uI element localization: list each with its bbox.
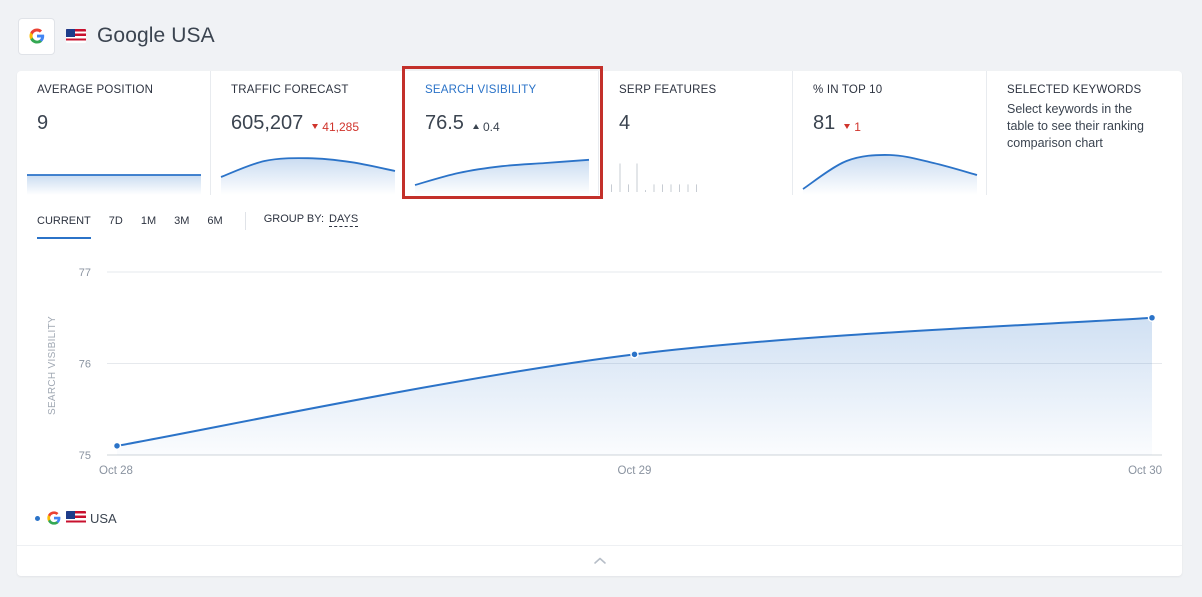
metric-label: TRAFFIC FORECAST [231,84,349,96]
sparkline [414,158,590,195]
us-flag-icon [66,511,86,525]
sparkline-area [221,158,395,195]
y-axis-label: SEARCH VISIBILITY [47,316,58,415]
sparkline [27,174,201,195]
delta-value: 0.4 [482,119,500,134]
metric-label: SELECTED KEYWORDS [1007,84,1142,96]
sparkline-bars [611,163,697,192]
sparkline [802,154,978,195]
metric-label: SERP FEATURES [619,84,717,96]
delta-badge: 1 [844,120,861,134]
metric-value: 76.5 [425,112,464,134]
metric-average-position[interactable]: AVERAGE POSITION 9 [17,71,211,195]
delta-value: 1 [854,119,861,134]
sparkline-bar [653,184,655,192]
selection-highlight [402,66,603,199]
sparkline-line [802,154,978,190]
metric-description: Select keywords in the table to see thei… [1007,102,1144,150]
divider [17,545,1182,546]
sparkline-bar [645,190,646,192]
range-6m[interactable]: 6M [207,215,223,227]
range-7d[interactable]: 7D [108,215,123,227]
dashboard-card: AVERAGE POSITION 9 TRAFFIC FORECAST 605,… [17,71,1182,576]
data-point [112,441,122,451]
sparkline-bar [619,163,621,192]
sparkline [220,157,396,195]
range-current[interactable]: CURRENT [37,211,91,239]
group-by-dropdown[interactable]: DAYS [329,212,359,227]
group-by-label: GROUP BY: [263,213,325,225]
sparkline-area [803,154,977,195]
delta-value: 41,285 [322,119,359,134]
sparkline-bar [628,184,629,192]
metric-search-visibility[interactable]: SEARCH VISIBILITY 76.5 0.4 [405,71,599,195]
sparkline-bar [679,184,680,192]
metric-label: % IN TOP 10 [813,84,883,96]
sparkline-area [27,175,201,195]
page-title: Google USA [97,24,215,47]
sparkline-line [414,158,590,186]
x-tick-label: Oct 30 [1128,465,1162,477]
search-visibility-chart: 77 76 75 Oct 28 Oct 29 Oct 30 SEARCH VISIBILIT… [47,267,1162,477]
us-flag-icon [66,29,86,43]
metric-traffic-forecast[interactable]: TRAFFIC FORECAST 605,207 41,285 [211,71,405,195]
page-header: Google USA [18,17,215,55]
metric-value: 4 [619,112,631,134]
metric-selected-keywords: SELECTED KEYWORDS Select keywords in the… [987,71,1182,195]
sparkline-bar [696,184,697,192]
y-tick-label: 76 [79,359,91,371]
sparkline-bar [662,184,663,192]
metric-value: 81 [813,112,836,134]
delta-badge: 0.4 [472,119,500,134]
metric-label: SEARCH VISIBILITY [425,84,537,96]
y-tick-label: 77 [79,267,91,279]
triangle-down-icon [844,124,851,129]
chart-controls: CURRENT 7D 1M 3M 6M GROUP BY: DAYS [37,211,359,239]
data-point [1147,313,1157,322]
y-tick-label: 75 [79,450,91,462]
sparkline-bar [611,184,612,192]
legend-label: USA [90,510,117,526]
metric-value: 605,207 [231,112,304,134]
data-point [630,350,639,359]
legend-dot-icon [35,515,40,521]
divider [244,212,246,230]
sparkline-area [415,159,589,195]
x-tick-label: Oct 29 [618,465,652,477]
metric-in-top-10[interactable]: % IN TOP 10 81 1 [793,71,987,195]
sparkline-line [220,157,396,178]
chevron-up-icon[interactable] [592,555,608,567]
sparkline-bar [636,163,638,192]
range-1m[interactable]: 1M [140,215,157,227]
sparkline-bar [687,184,689,192]
chart-legend[interactable]: USA [35,510,117,526]
metrics-row: AVERAGE POSITION 9 TRAFFIC FORECAST 605,… [17,71,1182,195]
range-3m[interactable]: 3M [174,215,190,227]
metric-label: AVERAGE POSITION [37,84,154,96]
sparkline-bar [670,184,672,192]
metric-value: 9 [37,112,49,134]
metric-serp-features[interactable]: SERP FEATURES 4 [599,71,793,195]
google-g-icon [47,511,61,525]
triangle-down-icon [312,124,319,129]
triangle-up-icon [472,124,479,129]
delta-badge: 41,285 [312,120,359,134]
google-g-icon [18,17,55,55]
x-tick-label: Oct 28 [99,465,133,477]
series-area [117,317,1152,455]
